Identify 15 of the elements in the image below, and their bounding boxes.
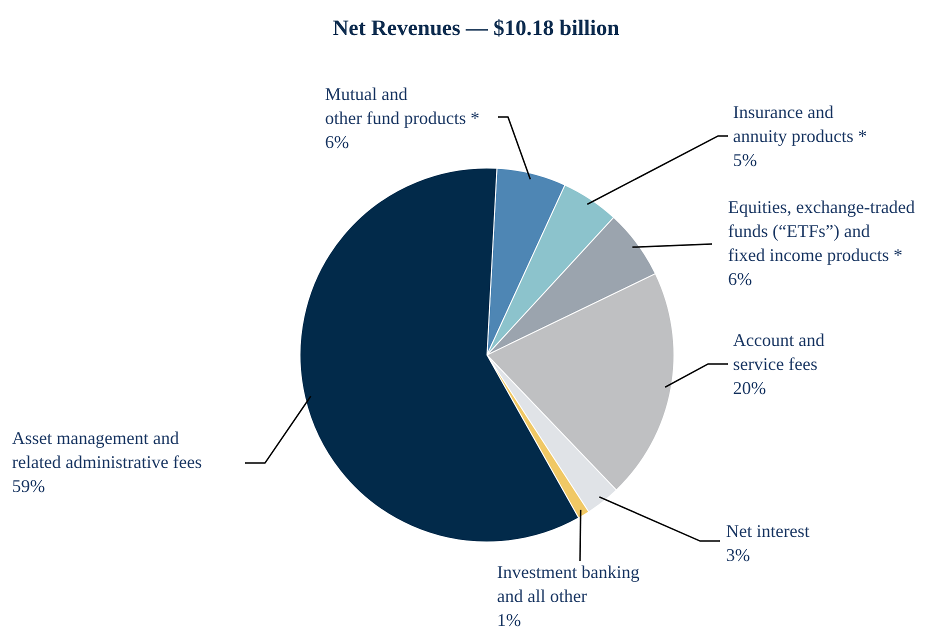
data-label: 1% (497, 610, 521, 630)
slice-label: Equities, exchange-traded funds (“ETFs”) and fixed income products * (728, 197, 915, 265)
data-label: 3% (726, 545, 750, 565)
chart-title: Net Revenues — $10.18 billion (332, 15, 620, 40)
slice-label: Investment banking and all other (497, 562, 640, 606)
data-label: 5% (733, 150, 757, 170)
slice-label: Insurance and annuity products * (733, 102, 867, 146)
data-label: 59% (12, 476, 45, 496)
data-label: 20% (733, 378, 766, 398)
slice-label: Net interest (726, 521, 810, 541)
slice-label: Asset management and related administrative fees (12, 428, 202, 472)
data-label: 6% (325, 132, 349, 152)
slice-label: Account and service fees (733, 330, 824, 374)
slice-label: Mutual and other fund products * (325, 84, 480, 128)
data-label: 6% (728, 269, 752, 289)
